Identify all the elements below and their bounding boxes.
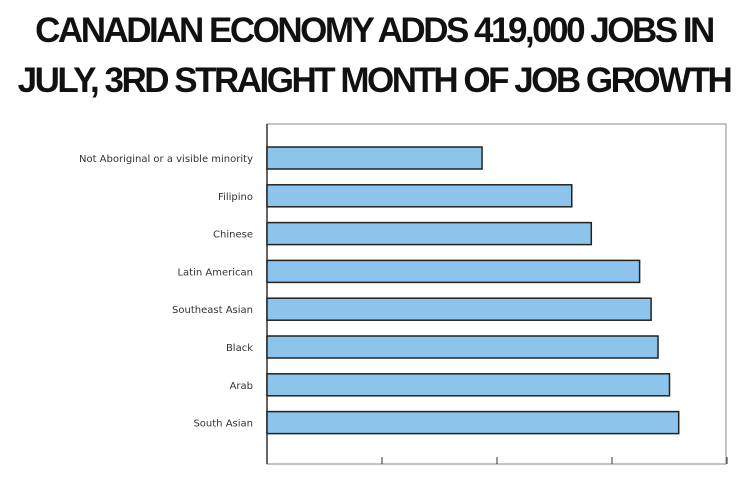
bar-chart: Not Aboriginal or a visible minority Fili… <box>79 123 728 465</box>
headline-line-1: CANADIAN ECONOMY ADDS 419,000 JOBS IN <box>35 11 715 50</box>
bar <box>266 373 671 397</box>
bar <box>266 410 680 435</box>
bar <box>266 146 483 170</box>
category-label: Black <box>226 343 253 354</box>
category-label: Arab <box>230 381 253 392</box>
bar <box>266 335 659 359</box>
bar <box>266 297 652 321</box>
bar <box>266 184 573 208</box>
bar <box>266 259 641 284</box>
category-label: Chinese <box>213 230 253 241</box>
headline-line-2: JULY, 3RD STRAIGHT MONTH OF JOB GROWTH <box>17 61 733 100</box>
category-label: Not Aboriginal or a visible minority <box>79 154 253 165</box>
bar <box>266 221 593 246</box>
category-label: Latin American <box>177 267 253 278</box>
category-label: Southeast Asian <box>172 305 253 316</box>
category-label: South Asian <box>193 419 253 430</box>
headline: CANADIAN ECONOMY ADDS 419,000 JOBS IN JU… <box>0 6 748 106</box>
plot-area <box>266 123 727 465</box>
category-label: Filipino <box>218 192 253 203</box>
